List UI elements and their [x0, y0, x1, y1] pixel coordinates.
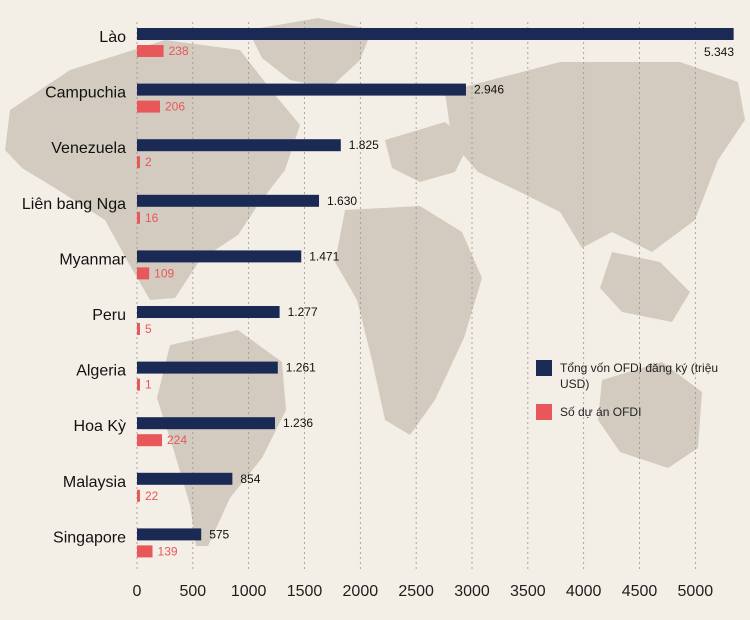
bar-capital [137, 250, 302, 263]
x-tick-label: 1000 [231, 583, 267, 600]
bar-projects [137, 267, 150, 280]
x-tick-label: 4000 [566, 583, 602, 600]
legend-swatch-projects [536, 404, 552, 420]
bar-capital-label: 5.343 [704, 45, 734, 59]
x-axis-ticks: 0 500 1000 1500 2000 2500 3000 3500 4000 4500 5000 [133, 583, 714, 600]
bar-projects-label: 238 [169, 44, 189, 58]
x-tick-label: 3500 [510, 583, 546, 600]
bar-capital [137, 139, 341, 152]
x-tick-label: 0 [133, 583, 142, 600]
category-label: Singapore [53, 529, 126, 546]
bar-projects-label: 5 [145, 322, 152, 336]
bar-projects [137, 156, 140, 169]
category-label: Venezuela [51, 140, 126, 157]
gridlines [136, 22, 696, 572]
bar-capital-label: 1.630 [327, 194, 357, 208]
bar-capital-label: 1.236 [283, 416, 313, 430]
bar-capital [137, 417, 276, 430]
bar-capital [137, 361, 278, 374]
bar-projects-label: 16 [145, 211, 159, 225]
bar-capital-label: 1.261 [286, 361, 316, 375]
x-tick-label: 3000 [454, 583, 490, 600]
bar-capital [137, 194, 320, 207]
bar-projects-label: 1 [145, 378, 152, 392]
category-labels: Lào Campuchia Venezuela Liên bang Nga Myanma… [22, 29, 127, 546]
bar-projects-label: 224 [167, 433, 187, 447]
legend: Tổng vốn OFDI đăng ký (triệu USD) Số dự … [536, 360, 736, 432]
bar-projects [137, 211, 140, 224]
bar-projects [137, 378, 140, 391]
bar-projects [137, 434, 163, 447]
bar-capital [137, 83, 466, 96]
x-tick-label: 5000 [678, 583, 714, 600]
bar-projects-label: 22 [145, 489, 159, 503]
bar-projects [137, 100, 161, 113]
bar-projects-label: 109 [154, 266, 174, 280]
legend-item-capital: Tổng vốn OFDI đăng ký (triệu USD) [536, 360, 736, 392]
bar-capital-label: 575 [209, 527, 229, 541]
world-map-background [5, 18, 745, 546]
bar-capital [137, 28, 734, 40]
bar-projects [137, 545, 153, 558]
bars [137, 28, 734, 558]
x-tick-label: 2500 [398, 583, 434, 600]
legend-item-projects: Số dự án OFDI [536, 404, 736, 420]
x-tick-label: 4500 [622, 583, 658, 600]
bar-capital [137, 528, 202, 541]
legend-label-capital: Tổng vốn OFDI đăng ký (triệu USD) [560, 361, 719, 391]
category-label: Algeria [76, 363, 126, 380]
value-labels: 5.343 238 2.946 206 1.825 2 1.630 16 1.471 109 1.2… [145, 44, 734, 558]
x-tick-label: 1500 [287, 583, 323, 600]
bar-capital-label: 1.825 [349, 138, 379, 152]
x-tick-label: 500 [179, 583, 206, 600]
category-label: Campuchia [45, 85, 126, 102]
bar-projects-label: 206 [165, 100, 185, 114]
category-label: Myanmar [59, 251, 126, 268]
x-tick-label: 2000 [343, 583, 379, 600]
category-label: Liên bang Nga [22, 196, 126, 213]
bar-projects [137, 489, 140, 502]
legend-label-projects: Số dự án OFDI [560, 405, 642, 419]
bar-projects-label: 2 [145, 155, 152, 169]
bar-capital [137, 472, 233, 485]
bar-capital-label: 1.277 [288, 305, 318, 319]
bar-capital [137, 306, 280, 318]
category-label: Hoa Kỳ [74, 418, 126, 435]
bar-capital-label: 2.946 [474, 83, 504, 97]
category-label: Lào [99, 29, 126, 46]
legend-swatch-capital [536, 360, 552, 376]
bar-projects-label: 139 [158, 544, 178, 558]
bar-projects [137, 45, 164, 57]
bar-projects [137, 323, 140, 335]
category-label: Peru [92, 307, 126, 324]
bar-capital-label: 854 [240, 472, 260, 486]
bar-capital-label: 1.471 [309, 249, 339, 263]
category-label: Malaysia [63, 474, 126, 491]
